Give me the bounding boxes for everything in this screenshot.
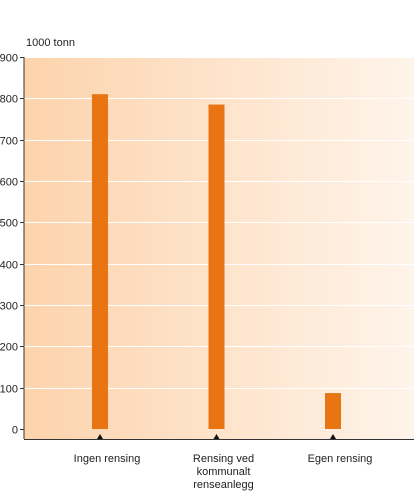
y-tick-label: 900 bbox=[0, 53, 18, 65]
bar bbox=[92, 94, 108, 429]
y-tick-label: 300 bbox=[0, 301, 18, 313]
y-tick-label: 100 bbox=[0, 384, 18, 396]
x-tick-marker bbox=[213, 434, 220, 439]
y-axis: 0 100 200 300 400 500 600 700 800 900 bbox=[0, 53, 25, 439]
x-axis: Ingen rensing Rensing ved kommunalt rensean… bbox=[24, 434, 414, 491]
x-tick-marker bbox=[97, 434, 103, 439]
y-tick-label: 700 bbox=[0, 136, 18, 148]
bar bbox=[325, 393, 341, 429]
y-tick-label: 600 bbox=[0, 177, 18, 189]
x-tick-marker bbox=[330, 434, 336, 439]
y-tick-label: 400 bbox=[0, 260, 18, 272]
y-tick-label: 200 bbox=[0, 342, 18, 354]
y-tick-label: 0 bbox=[12, 425, 18, 437]
y-tick-label: 800 bbox=[0, 94, 18, 106]
x-tick-label: Rensing ved kommunalt renseanlegg bbox=[193, 453, 254, 491]
y-tick-label: 500 bbox=[0, 218, 18, 230]
y-axis-unit-label: 1000 tonn bbox=[26, 37, 75, 49]
bars bbox=[92, 94, 341, 430]
x-tick-label: Egen rensing bbox=[308, 453, 373, 465]
x-tick-label: Ingen rensing bbox=[74, 453, 141, 465]
bar bbox=[208, 104, 225, 430]
